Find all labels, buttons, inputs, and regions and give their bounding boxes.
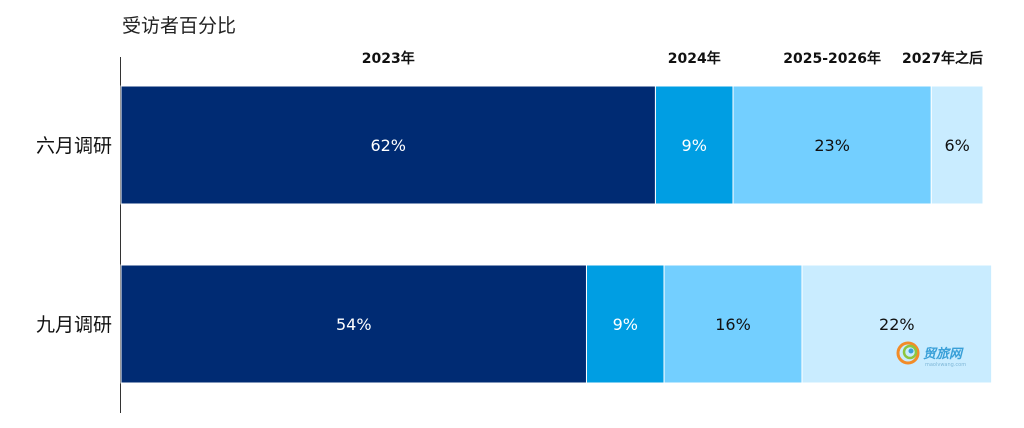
bar-segment	[654, 85, 734, 205]
bar-segment	[585, 264, 665, 384]
watermark-swirl-blue	[908, 348, 914, 354]
bars-layer: 62% 9% 23% 6% 54% 9% 16% 22%	[120, 85, 993, 384]
data-label: 16%	[715, 315, 751, 334]
watermark-swirl-orange	[896, 341, 920, 365]
watermark-subtext: maolvwang.com	[925, 362, 966, 368]
data-label: 23%	[814, 136, 850, 155]
bar-segment	[930, 85, 984, 205]
watermark-swirl-green	[902, 344, 918, 360]
bar-segment	[801, 264, 993, 384]
bar-segment	[732, 85, 932, 205]
legend-layer: 2023年 2024年 2025-2026年 2027年之后	[362, 50, 983, 67]
legend-entry: 2024年	[668, 50, 721, 67]
legend-entry: 2023年	[362, 50, 415, 67]
legend-entry: 2025-2026年	[783, 50, 881, 67]
data-label: 62%	[370, 136, 406, 155]
watermark-text: 贸旅网	[923, 346, 964, 362]
watermark-logo: 贸旅网 maolvwang.com	[896, 341, 966, 368]
category-label: 九月调研	[36, 314, 112, 336]
data-label: 54%	[336, 315, 372, 334]
data-label: 6%	[944, 136, 969, 155]
data-label: 22%	[879, 315, 915, 334]
bar-segment	[120, 85, 656, 205]
data-label: 9%	[682, 136, 707, 155]
legend-entry: 2027年之后	[902, 50, 983, 67]
data-label: 9%	[613, 315, 638, 334]
y-axis-title: 受访者百分比	[122, 15, 236, 37]
category-label: 六月调研	[36, 135, 112, 157]
